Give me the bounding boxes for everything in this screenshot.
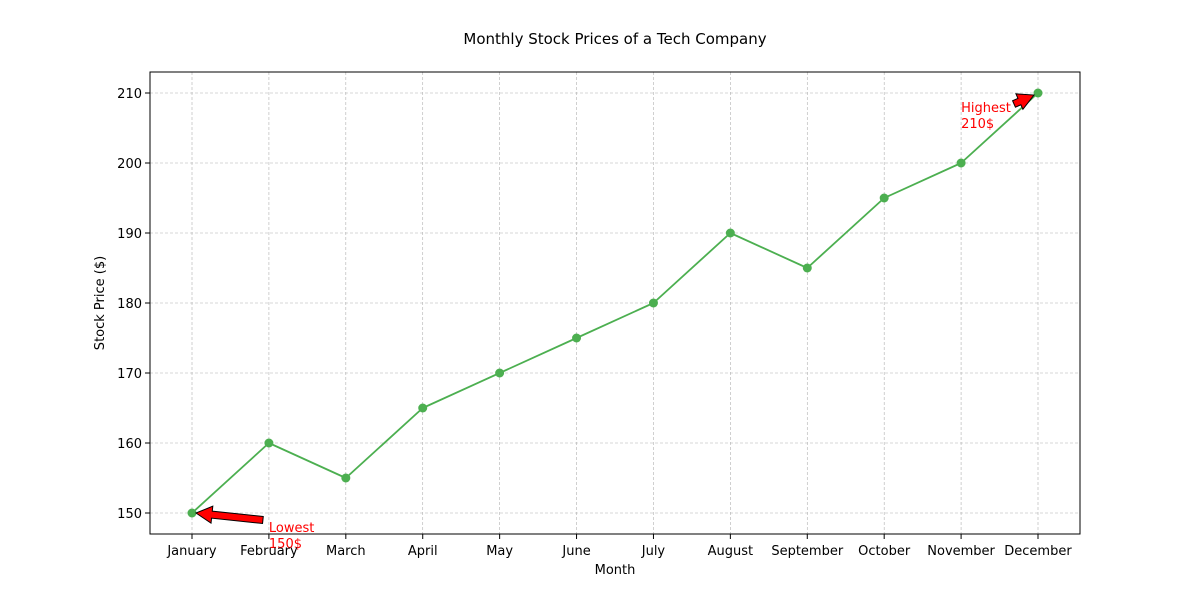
data-series xyxy=(187,88,1043,518)
x-tick-label: July xyxy=(641,544,666,559)
x-tick-label: May xyxy=(486,544,513,559)
data-point xyxy=(264,438,274,448)
data-point xyxy=(495,368,505,378)
y-axis-label: Stock Price ($) xyxy=(93,256,108,350)
data-point xyxy=(879,193,889,203)
y-tick-label: 150 xyxy=(117,507,142,522)
data-point xyxy=(572,333,582,343)
y-tick-label: 180 xyxy=(117,297,142,312)
x-tick-label: March xyxy=(326,544,366,559)
annotation-label-line2: 210$ xyxy=(961,117,994,132)
data-point xyxy=(1033,88,1043,98)
x-tick-label: April xyxy=(408,544,438,559)
y-tick-label: 200 xyxy=(117,157,142,172)
y-tick-label: 160 xyxy=(117,437,142,452)
chart-title: Monthly Stock Prices of a Tech Company xyxy=(463,30,766,48)
data-point xyxy=(187,508,197,518)
data-point xyxy=(725,228,735,238)
y-tick-label: 170 xyxy=(117,367,142,382)
grid-lines xyxy=(150,72,1080,534)
series-line xyxy=(191,92,1039,514)
y-axis-ticks: 150 160 170 180 190 200 210 xyxy=(117,87,150,522)
annotation-label-line1: Lowest xyxy=(269,521,314,536)
data-point xyxy=(956,158,966,168)
x-tick-label: December xyxy=(1004,544,1072,559)
annotation-label-line2: 150$ xyxy=(269,537,302,552)
data-point xyxy=(418,403,428,413)
y-tick-label: 210 xyxy=(117,87,142,102)
x-tick-label: November xyxy=(927,544,995,559)
data-point xyxy=(341,473,351,483)
x-axis-ticks: January February March April May June July Augu… xyxy=(166,534,1072,559)
data-point xyxy=(648,298,658,308)
annotation-arrow xyxy=(1011,93,1035,111)
y-tick-label: 190 xyxy=(117,227,142,242)
data-point xyxy=(802,263,812,273)
annotation-label-line1: Highest xyxy=(961,101,1011,116)
x-tick-label: September xyxy=(771,544,844,559)
x-axis-label: Month xyxy=(595,563,636,578)
annotation-arrow xyxy=(194,505,264,525)
x-tick-label: June xyxy=(561,544,590,559)
x-tick-label: August xyxy=(708,544,754,559)
x-tick-label: January xyxy=(166,544,217,559)
x-tick-label: February xyxy=(240,544,298,559)
x-tick-label: October xyxy=(858,544,911,559)
